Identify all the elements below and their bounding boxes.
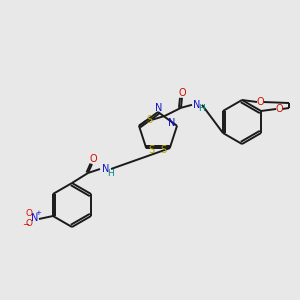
Text: H: H xyxy=(108,169,114,178)
Text: H: H xyxy=(199,104,206,113)
Text: O: O xyxy=(256,97,264,107)
Text: S: S xyxy=(146,115,152,125)
Text: N: N xyxy=(168,118,176,128)
Text: +: + xyxy=(35,210,41,216)
Text: N: N xyxy=(102,164,110,174)
Text: O: O xyxy=(89,154,97,164)
Text: O: O xyxy=(26,218,32,227)
Text: O: O xyxy=(178,88,186,98)
Text: −: − xyxy=(22,220,29,230)
Text: S: S xyxy=(161,145,167,155)
Text: O: O xyxy=(275,104,283,114)
Text: S: S xyxy=(148,145,154,155)
Text: O: O xyxy=(26,208,32,217)
Text: N: N xyxy=(193,100,201,110)
Text: N: N xyxy=(31,213,39,223)
Text: N: N xyxy=(155,103,163,113)
